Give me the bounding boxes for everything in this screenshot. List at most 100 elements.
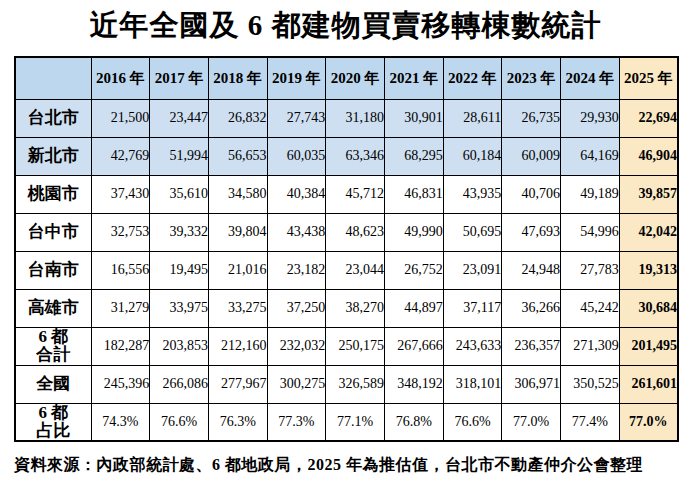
year-header: 2024 年 [561, 57, 620, 99]
value-cell: 28,611 [443, 99, 502, 137]
source-note: 資料來源：內政部統計處、6 都地政局，2025 年為推估值，台北市不動產仲介公會… [14, 455, 691, 476]
value-cell: 76.6% [150, 403, 209, 441]
value-cell: 27,743 [267, 99, 326, 137]
value-cell: 74.3% [91, 403, 150, 441]
year-header: 2023 年 [502, 57, 561, 99]
value-cell: 38,270 [326, 289, 385, 327]
value-cell: 42,769 [91, 137, 150, 175]
value-cell: 201,495 [619, 327, 678, 365]
value-cell: 39,332 [150, 213, 209, 251]
value-cell: 77.0% [502, 403, 561, 441]
value-cell: 29,930 [561, 99, 620, 137]
row-label: 台中市 [15, 213, 91, 251]
value-cell: 68,295 [384, 137, 443, 175]
value-cell: 40,706 [502, 175, 561, 213]
value-cell: 40,384 [267, 175, 326, 213]
stats-table: 2016 年2017 年2018 年2019 年2020 年2021 年2022… [14, 56, 679, 442]
value-cell: 46,831 [384, 175, 443, 213]
value-cell: 63,346 [326, 137, 385, 175]
value-cell: 64,169 [561, 137, 620, 175]
value-cell: 31,180 [326, 99, 385, 137]
value-cell: 26,735 [502, 99, 561, 137]
value-cell: 271,309 [561, 327, 620, 365]
row-label: 台北市 [15, 99, 91, 137]
value-cell: 23,447 [150, 99, 209, 137]
value-cell: 45,242 [561, 289, 620, 327]
value-cell: 60,184 [443, 137, 502, 175]
row-label: 高雄市 [15, 289, 91, 327]
value-cell: 35,610 [150, 175, 209, 213]
value-cell: 60,009 [502, 137, 561, 175]
value-cell: 266,086 [150, 365, 209, 403]
value-cell: 36,266 [502, 289, 561, 327]
value-cell: 261,601 [619, 365, 678, 403]
value-cell: 77.0% [619, 403, 678, 441]
corner-cell [15, 57, 91, 99]
table-body: 台北市21,50023,44726,83227,74331,18030,9012… [15, 99, 678, 441]
table-row: 6 都 占比74.3%76.6%76.3%77.3%77.1%76.8%76.6… [15, 403, 678, 441]
value-cell: 32,753 [91, 213, 150, 251]
value-cell: 54,996 [561, 213, 620, 251]
value-cell: 267,666 [384, 327, 443, 365]
value-cell: 182,287 [91, 327, 150, 365]
value-cell: 277,967 [208, 365, 267, 403]
year-header: 2019 年 [267, 57, 326, 99]
value-cell: 39,857 [619, 175, 678, 213]
value-cell: 245,396 [91, 365, 150, 403]
page: 近年全國及 6 都建物買賣移轉棟數統計 2016 年2017 年2018 年20… [0, 6, 691, 496]
value-cell: 77.4% [561, 403, 620, 441]
header-row: 2016 年2017 年2018 年2019 年2020 年2021 年2022… [15, 57, 678, 99]
value-cell: 30,684 [619, 289, 678, 327]
value-cell: 76.3% [208, 403, 267, 441]
value-cell: 42,042 [619, 213, 678, 251]
value-cell: 212,160 [208, 327, 267, 365]
value-cell: 26,752 [384, 251, 443, 289]
row-label: 6 都 占比 [15, 403, 91, 441]
value-cell: 21,500 [91, 99, 150, 137]
value-cell: 37,250 [267, 289, 326, 327]
row-label: 6 都 合計 [15, 327, 91, 365]
value-cell: 232,032 [267, 327, 326, 365]
table-row: 台中市32,75339,33239,80443,43848,62349,9905… [15, 213, 678, 251]
value-cell: 23,044 [326, 251, 385, 289]
row-label: 台南市 [15, 251, 91, 289]
year-header: 2020 年 [326, 57, 385, 99]
year-header: 2022 年 [443, 57, 502, 99]
table-row: 6 都 合計182,287203,853212,160232,032250,17… [15, 327, 678, 365]
table-row: 新北市42,76951,99456,65360,03563,34668,2956… [15, 137, 678, 175]
value-cell: 306,971 [502, 365, 561, 403]
year-header: 2021 年 [384, 57, 443, 99]
value-cell: 76.8% [384, 403, 443, 441]
value-cell: 250,175 [326, 327, 385, 365]
value-cell: 326,589 [326, 365, 385, 403]
value-cell: 22,694 [619, 99, 678, 137]
table-row: 台南市16,55619,49521,01623,18223,04426,7522… [15, 251, 678, 289]
value-cell: 47,693 [502, 213, 561, 251]
value-cell: 49,189 [561, 175, 620, 213]
value-cell: 203,853 [150, 327, 209, 365]
value-cell: 31,279 [91, 289, 150, 327]
value-cell: 46,904 [619, 137, 678, 175]
value-cell: 43,438 [267, 213, 326, 251]
value-cell: 48,623 [326, 213, 385, 251]
row-label: 新北市 [15, 137, 91, 175]
value-cell: 16,556 [91, 251, 150, 289]
value-cell: 37,117 [443, 289, 502, 327]
year-header: 2025 年 [619, 57, 678, 99]
value-cell: 19,313 [619, 251, 678, 289]
value-cell: 243,633 [443, 327, 502, 365]
value-cell: 33,975 [150, 289, 209, 327]
value-cell: 348,192 [384, 365, 443, 403]
value-cell: 37,430 [91, 175, 150, 213]
value-cell: 76.6% [443, 403, 502, 441]
value-cell: 350,525 [561, 365, 620, 403]
value-cell: 43,935 [443, 175, 502, 213]
value-cell: 236,357 [502, 327, 561, 365]
value-cell: 77.3% [267, 403, 326, 441]
value-cell: 39,804 [208, 213, 267, 251]
value-cell: 27,783 [561, 251, 620, 289]
value-cell: 26,832 [208, 99, 267, 137]
table-row: 桃園市37,43035,61034,58040,38445,71246,8314… [15, 175, 678, 213]
year-header: 2018 年 [208, 57, 267, 99]
value-cell: 23,182 [267, 251, 326, 289]
